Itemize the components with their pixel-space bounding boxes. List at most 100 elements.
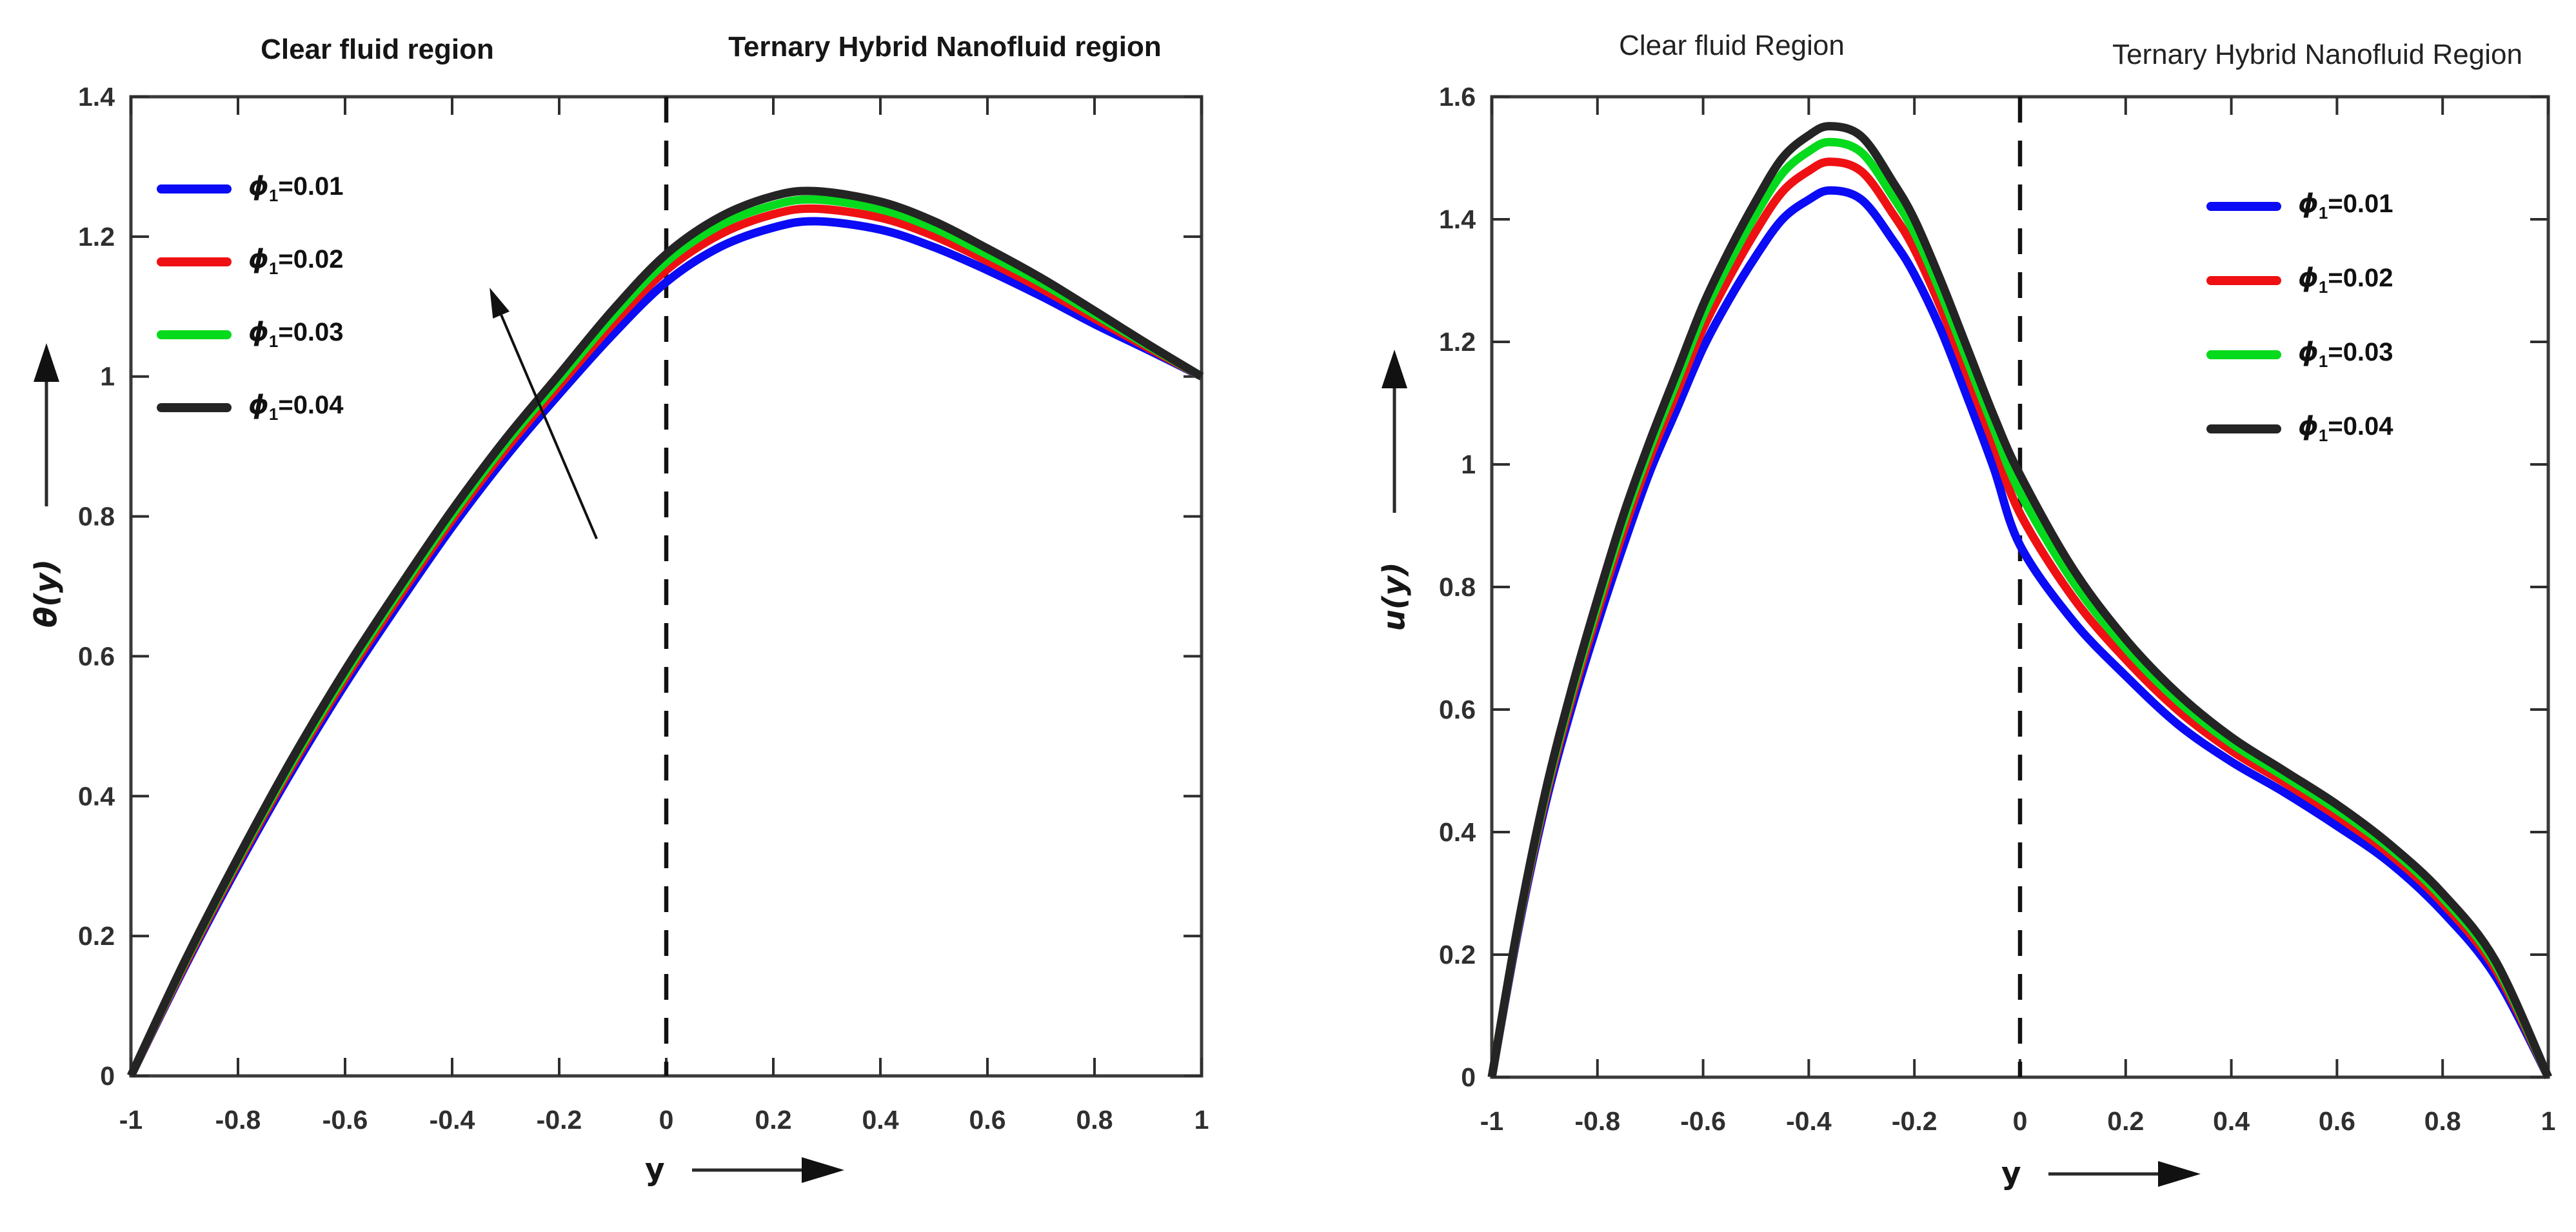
phi-subscript: 1 [268, 332, 279, 351]
legend-line-swatch [157, 257, 232, 266]
theta-chart-panel: -1 -0.8 -0.6 -0.4 -0.2 0 0.2 0.4 0.6 0.8 1 0 0.2 0.4 0… [28, 31, 1209, 1187]
u-chart-panel: -1 -0.8 -0.6 -0.4 -0.2 0 0.2 0.4 0.6 0.8 1 0 0.2 0.4 0… [1288, 0, 2576, 1232]
phi-symbol: ϕ [2298, 263, 2319, 293]
y-axis-label: u(y) [1376, 562, 1412, 631]
y-tick-label: 0 [1461, 1062, 1476, 1092]
phi-symbol: ϕ [248, 172, 269, 201]
x-tick-label: 1 [1194, 1105, 1209, 1135]
phi-subscript: 1 [2318, 352, 2328, 371]
legend: ϕ1=0.01 ϕ1=0.02 ϕ1=0.03 ϕ1=0.04 [157, 152, 344, 444]
curve-phi1=0.04 [127, 186, 1204, 1078]
x-tick-label: 0 [659, 1105, 674, 1135]
x-tick-label: 0.2 [755, 1105, 792, 1135]
y-tick-label: 0.6 [1439, 695, 1476, 724]
legend-label: ϕ1=0.03 [2298, 337, 2393, 372]
phi-subscript: 1 [268, 259, 279, 278]
legend-value: =0.01 [278, 172, 344, 201]
legend-line-swatch [2206, 201, 2281, 211]
y-tick-label: 1 [100, 362, 115, 392]
theta-plot-canvas: -1 -0.8 -0.6 -0.4 -0.2 0 0.2 0.4 0.6 0.8 1 0 0.2 0.4 0… [78, 82, 1209, 1135]
y-tick-label: 1.4 [1439, 204, 1476, 234]
legend-line-swatch [157, 184, 232, 194]
increasing-phi-arrow [500, 314, 598, 540]
x-tick-label: 0 [2013, 1106, 2028, 1136]
legend-label: ϕ1=0.04 [248, 390, 344, 424]
y-tick-label: 1.6 [1439, 82, 1476, 112]
x-tick-label: 0.4 [2213, 1106, 2250, 1136]
y-tick-label: 0.8 [78, 502, 115, 532]
x-tick-label: 0.6 [2319, 1106, 2355, 1136]
legend-line-swatch [157, 330, 232, 339]
y-tick-label: 0.2 [1439, 940, 1476, 969]
x-axis-right-arrow-icon [2048, 1160, 2201, 1187]
y-axis-up-arrow-icon [34, 343, 59, 506]
legend-value: =0.04 [2328, 412, 2393, 441]
x-tick-label: -1 [119, 1105, 143, 1135]
legend: ϕ1=0.01 ϕ1=0.02 ϕ1=0.03 ϕ1=0.04 [2206, 169, 2393, 466]
region-title-ternary-nanofluid: Ternary Hybrid Nanofluid region [728, 31, 1162, 63]
legend-value: =0.04 [278, 391, 344, 419]
y-tick-label: 0.8 [1439, 572, 1476, 602]
x-tick-label: -0.2 [1892, 1106, 1937, 1136]
x-tick-label: 1 [2541, 1106, 2556, 1136]
y-axis-up-arrow-icon [1382, 350, 1407, 513]
u-plot-canvas: -1 -0.8 -0.6 -0.4 -0.2 0 0.2 0.4 0.6 0.8 1 0 0.2 0.4 0… [1439, 82, 2556, 1136]
x-tick-label: -0.8 [215, 1105, 261, 1135]
x-axis-right-arrow-icon [691, 1157, 844, 1183]
x-tick-label: 0.2 [2107, 1106, 2144, 1136]
x-tick-label: -1 [1480, 1106, 1503, 1136]
legend-label: ϕ1=0.01 [248, 172, 344, 206]
legend-line-swatch [157, 402, 232, 412]
phi-subscript: 1 [268, 186, 279, 205]
x-tick-label: 0.6 [969, 1105, 1006, 1135]
x-tick-label: -0.2 [537, 1105, 582, 1135]
y-tick-label: 1.4 [78, 82, 115, 112]
legend-line-swatch [2206, 275, 2281, 285]
x-tick-label: -0.6 [1680, 1106, 1726, 1136]
phi-subscript: 1 [268, 404, 279, 424]
legend-label: ϕ1=0.03 [248, 317, 344, 352]
x-tick-label: -0.6 [322, 1105, 368, 1135]
legend-value: =0.01 [2328, 190, 2393, 218]
y-tick-label: 1 [1461, 450, 1476, 479]
x-axis-label: y [2001, 1156, 2021, 1191]
region-title-clear-fluid: Clear fluid region [261, 34, 494, 65]
y-tick-label: 1.2 [78, 222, 115, 252]
phi-subscript: 1 [2318, 203, 2328, 223]
phi-symbol: ϕ [248, 317, 269, 347]
region-title-clear-fluid: Clear fluid Region [1619, 30, 1845, 61]
y-tick-label: 0.2 [78, 921, 115, 951]
phi-symbol: ϕ [2298, 412, 2319, 441]
phi-symbol: ϕ [248, 390, 269, 420]
y-tick-label: 0.6 [78, 641, 115, 671]
y-axis-label: θ(y) [28, 559, 64, 628]
x-tick-label: 0.8 [1076, 1105, 1113, 1135]
legend-line-swatch [2206, 350, 2281, 359]
y-tick-label: 1.2 [1439, 327, 1476, 357]
increasing-phi-arrowhead [490, 288, 510, 319]
x-axis-label: y [645, 1152, 665, 1187]
legend-label: ϕ1=0.01 [2298, 189, 2393, 223]
x-tick-label: -0.4 [430, 1105, 475, 1135]
legend-item: ϕ1=0.04 [157, 371, 344, 444]
y-tick-label: 0.4 [1439, 817, 1476, 847]
region-title-ternary-nanofluid: Ternary Hybrid Nanofluid Region [2112, 39, 2522, 70]
legend-label: ϕ1=0.04 [2298, 412, 2393, 446]
legend-label: ϕ1=0.02 [2298, 263, 2393, 297]
phi-symbol: ϕ [2298, 189, 2319, 219]
y-tick-label: 0.4 [78, 781, 115, 811]
x-axis-label-group: y [2001, 1156, 2202, 1191]
phi-subscript: 1 [2318, 277, 2328, 297]
legend-item: ϕ1=0.01 [157, 152, 344, 225]
x-tick-label: 0.8 [2424, 1106, 2461, 1136]
legend-value: =0.03 [2328, 338, 2393, 366]
legend-label: ϕ1=0.02 [248, 244, 344, 279]
legend-item: ϕ1=0.01 [2206, 169, 2393, 243]
legend-value: =0.02 [2328, 264, 2393, 292]
legend-value: =0.03 [278, 318, 344, 346]
x-axis-label-group: y [645, 1152, 846, 1187]
curve-phi1=0.04 [1487, 122, 2552, 1079]
x-tick-label: -0.8 [1574, 1106, 1620, 1136]
legend-value: =0.02 [278, 245, 344, 273]
